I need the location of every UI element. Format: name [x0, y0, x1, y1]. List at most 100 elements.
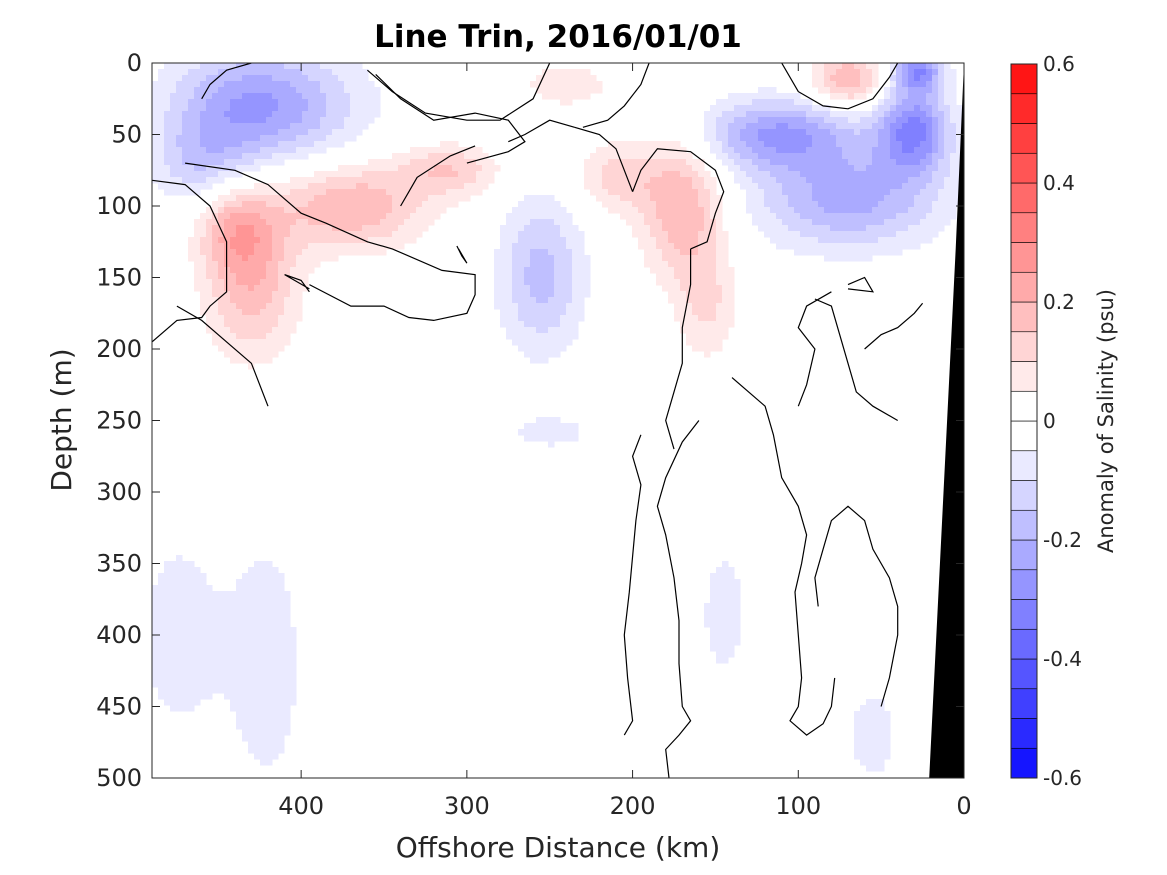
anomaly-cell	[368, 159, 375, 166]
anomaly-cell	[698, 279, 705, 286]
anomaly-cell	[938, 87, 945, 94]
anomaly-cell	[878, 123, 885, 130]
anomaly-cell	[200, 111, 207, 118]
anomaly-cell	[872, 63, 879, 70]
anomaly-cell	[548, 423, 555, 430]
anomaly-cell	[890, 183, 897, 190]
anomaly-cell	[914, 183, 921, 190]
anomaly-cell	[206, 693, 213, 700]
anomaly-cell	[242, 705, 249, 712]
anomaly-cell	[338, 105, 345, 112]
anomaly-cell	[332, 105, 339, 112]
anomaly-cell	[410, 219, 417, 226]
anomaly-cell	[170, 63, 177, 70]
anomaly-cell	[662, 159, 669, 166]
anomaly-cell	[236, 717, 243, 724]
anomaly-cell	[380, 183, 387, 190]
anomaly-cell	[332, 129, 339, 136]
anomaly-cell	[302, 189, 309, 196]
anomaly-cell	[236, 321, 243, 328]
anomaly-cell	[164, 669, 171, 676]
anomaly-cell	[302, 105, 309, 112]
anomaly-cell	[494, 285, 501, 292]
anomaly-cell	[686, 165, 693, 172]
anomaly-cell	[242, 579, 249, 586]
anomaly-cell	[806, 219, 813, 226]
anomaly-cell	[314, 261, 321, 268]
anomaly-cell	[872, 111, 879, 118]
anomaly-cell	[950, 213, 957, 220]
anomaly-cell	[206, 177, 213, 184]
anomaly-cell	[344, 177, 351, 184]
anomaly-cell	[560, 99, 567, 106]
anomaly-cell	[854, 219, 861, 226]
anomaly-cell	[806, 117, 813, 124]
anomaly-cell	[434, 183, 441, 190]
anomaly-cell	[284, 267, 291, 274]
anomaly-cell	[524, 351, 531, 358]
anomaly-cell	[758, 219, 765, 226]
anomaly-cell	[218, 81, 225, 88]
anomaly-cell	[722, 129, 729, 136]
anomaly-cell	[290, 207, 297, 214]
anomaly-cell	[872, 207, 879, 214]
anomaly-cell	[350, 117, 357, 124]
anomaly-cell	[902, 69, 909, 76]
anomaly-cell	[896, 129, 903, 136]
anomaly-cell	[158, 681, 165, 688]
anomaly-cell	[650, 249, 657, 256]
anomaly-cell	[188, 621, 195, 628]
anomaly-cell	[950, 141, 957, 148]
anomaly-cell	[308, 195, 315, 202]
anomaly-cell	[152, 669, 159, 676]
anomaly-cell	[224, 645, 231, 652]
anomaly-cell	[260, 567, 267, 574]
anomaly-cell	[704, 351, 711, 358]
anomaly-cell	[686, 225, 693, 232]
anomaly-cell	[218, 603, 225, 610]
anomaly-cell	[662, 231, 669, 238]
anomaly-cell	[386, 195, 393, 202]
anomaly-cell	[248, 567, 255, 574]
anomaly-cell	[860, 123, 867, 130]
anomaly-cell	[440, 159, 447, 166]
anomaly-cell	[422, 171, 429, 178]
anomaly-cell	[944, 129, 951, 136]
anomaly-cell	[554, 285, 561, 292]
anomaly-cell	[290, 249, 297, 256]
anomaly-cell	[350, 243, 357, 250]
anomaly-cell	[722, 285, 729, 292]
anomaly-cell	[398, 159, 405, 166]
anomaly-cell	[806, 195, 813, 202]
anomaly-cell	[734, 609, 741, 616]
anomaly-cell	[194, 267, 201, 274]
anomaly-cell	[368, 183, 375, 190]
anomaly-cell	[260, 351, 267, 358]
anomaly-cell	[158, 141, 165, 148]
anomaly-cell	[932, 153, 939, 160]
anomaly-cell	[764, 177, 771, 184]
anomaly-cell	[320, 81, 327, 88]
anomaly-cell	[398, 243, 405, 250]
anomaly-cell	[932, 111, 939, 118]
anomaly-cell	[938, 69, 945, 76]
anomaly-cell	[626, 165, 633, 172]
anomaly-cell	[560, 285, 567, 292]
anomaly-cell	[506, 297, 513, 304]
anomaly-cell	[218, 345, 225, 352]
anomaly-cell	[182, 585, 189, 592]
anomaly-cell	[752, 183, 759, 190]
anomaly-cell	[284, 135, 291, 142]
anomaly-cell	[254, 681, 261, 688]
anomaly-cell	[836, 87, 843, 94]
anomaly-cell	[800, 183, 807, 190]
anomaly-cell	[884, 135, 891, 142]
anomaly-cell	[428, 219, 435, 226]
anomaly-cell	[200, 69, 207, 76]
anomaly-cell	[944, 141, 951, 148]
anomaly-cell	[860, 147, 867, 154]
anomaly-cell	[158, 75, 165, 82]
anomaly-cell	[806, 147, 813, 154]
anomaly-cell	[212, 147, 219, 154]
anomaly-cell	[668, 279, 675, 286]
